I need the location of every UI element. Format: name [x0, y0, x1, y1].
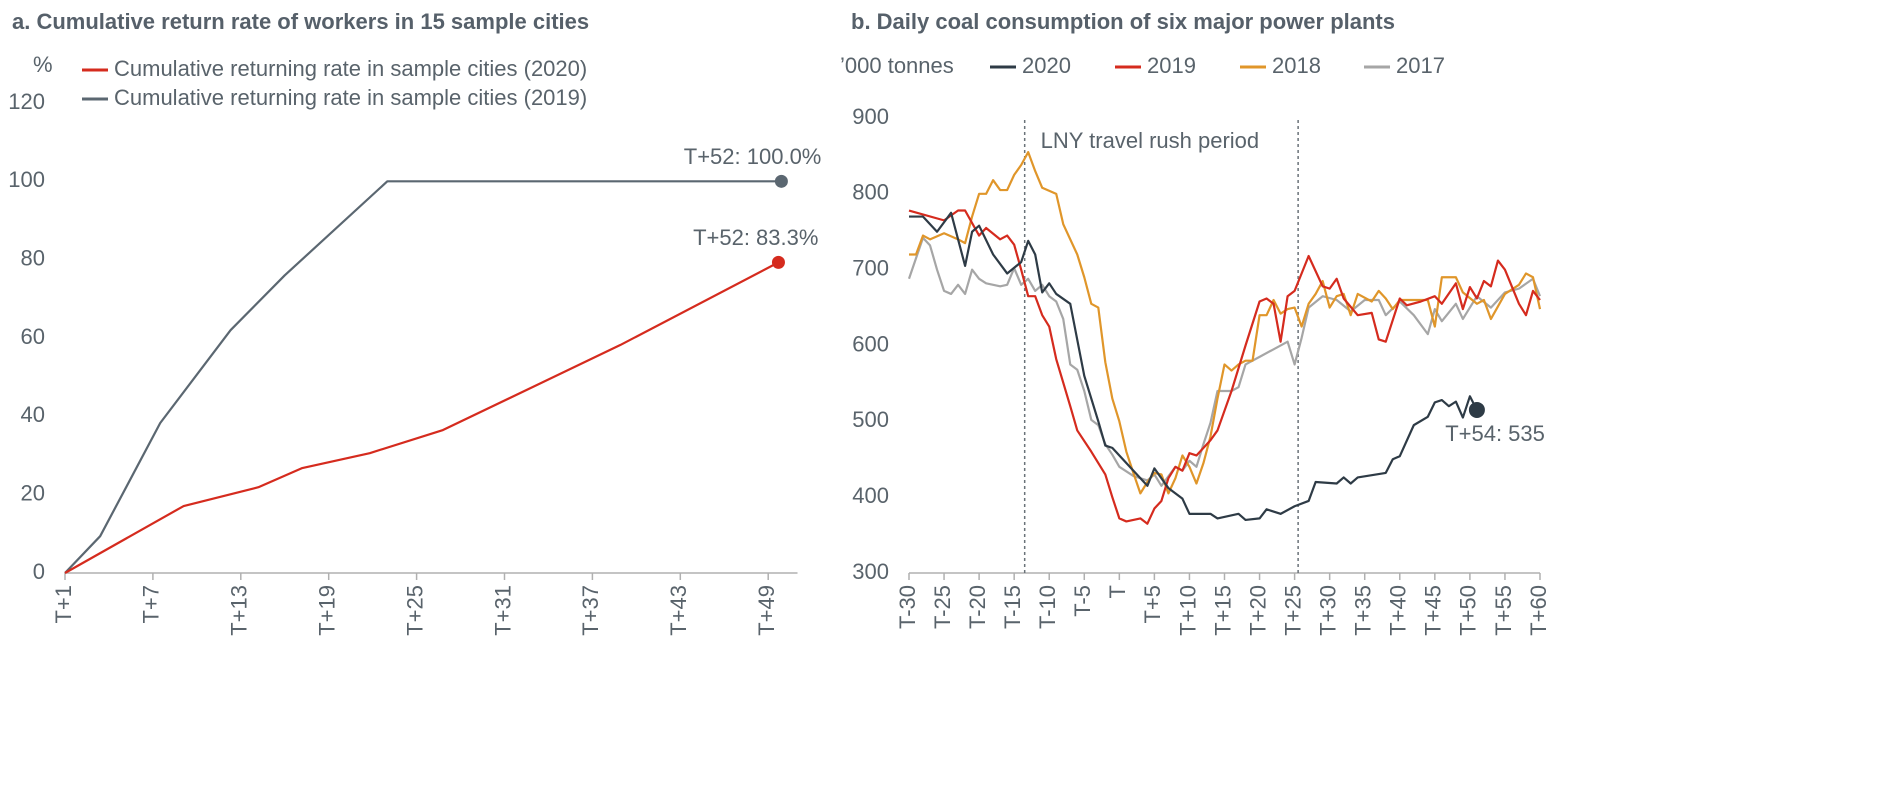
- chart-title: a. Cumulative return rate of workers in …: [12, 9, 589, 34]
- series-line: [907, 236, 1542, 487]
- y-tick-label: 800: [852, 180, 889, 205]
- legend-label: 2020: [1022, 53, 1071, 78]
- series-line: [909, 151, 1542, 495]
- end-marker: [1468, 401, 1485, 418]
- end-label: T+54: 535: [1445, 421, 1545, 446]
- x-tick-label: T+50: [1456, 585, 1481, 636]
- end-marker: [771, 255, 785, 269]
- y-tick-label: 600: [852, 331, 889, 356]
- y-tick-label: 500: [852, 407, 889, 432]
- y-axis-unit: ’000 tonnes: [840, 53, 954, 78]
- x-tick-label: T+1: [51, 585, 76, 624]
- x-tick-label: T+13: [227, 585, 252, 636]
- x-tick-label: T+20: [1245, 585, 1270, 636]
- x-tick-label: T-10: [1035, 585, 1060, 629]
- x-tick-label: T-25: [930, 585, 955, 629]
- series-line: [64, 261, 779, 574]
- x-tick-label: T+55: [1491, 585, 1516, 636]
- legend-label: 2019: [1147, 53, 1196, 78]
- y-tick-label: 80: [21, 245, 45, 270]
- x-tick-label: T-15: [1000, 585, 1025, 629]
- y-tick-label: 20: [21, 480, 45, 505]
- period-label: LNY travel rush period: [1041, 128, 1260, 153]
- y-tick-label: 60: [21, 324, 45, 349]
- legend-label: Cumulative returning rate in sample citi…: [114, 85, 587, 110]
- chart-title: b. Daily coal consumption of six major p…: [851, 9, 1395, 34]
- x-tick-label: T+25: [402, 585, 427, 636]
- x-tick-label: T+19: [315, 585, 340, 636]
- x-tick-label: T+43: [666, 585, 691, 636]
- y-tick-label: 300: [852, 559, 889, 584]
- legend-label: 2018: [1272, 53, 1321, 78]
- x-tick-label: T+7: [139, 585, 164, 624]
- x-tick-label: T+37: [578, 585, 603, 636]
- y-tick-label: 100: [8, 167, 45, 192]
- series-line: [909, 211, 1478, 522]
- x-tick-label: T-20: [965, 585, 990, 629]
- x-tick-label: T+60: [1526, 585, 1551, 636]
- y-tick-label: 400: [852, 483, 889, 508]
- x-tick-label: T+49: [754, 585, 779, 636]
- x-tick-label: T+30: [1315, 585, 1340, 636]
- x-tick-label: T-5: [1070, 585, 1095, 617]
- x-tick-label: T+31: [490, 585, 515, 636]
- x-tick-label: T+10: [1175, 585, 1200, 636]
- x-tick-label: T-30: [895, 585, 920, 629]
- legend-label: 2017: [1396, 53, 1445, 78]
- end-marker: [774, 174, 788, 188]
- x-tick-label: T+40: [1386, 585, 1411, 636]
- x-tick-label: T+45: [1421, 585, 1446, 636]
- end-label: T+52: 100.0%: [684, 144, 822, 169]
- y-tick-label: 700: [852, 255, 889, 280]
- y-tick-label: 40: [21, 402, 45, 427]
- x-tick-label: T+15: [1210, 585, 1235, 636]
- y-tick-label: 900: [852, 104, 889, 129]
- x-tick-label: T+5: [1140, 585, 1165, 624]
- y-axis-unit: %: [33, 52, 53, 77]
- series-line: [64, 180, 782, 574]
- x-tick-label: T: [1105, 585, 1130, 598]
- legend-label: Cumulative returning rate in sample citi…: [114, 56, 587, 81]
- x-tick-label: T+25: [1280, 585, 1305, 636]
- y-tick-label: 0: [33, 559, 45, 584]
- x-tick-label: T+35: [1351, 585, 1376, 636]
- y-tick-label: 120: [8, 89, 45, 114]
- end-label: T+52: 83.3%: [693, 225, 818, 250]
- series-line: [908, 209, 1541, 525]
